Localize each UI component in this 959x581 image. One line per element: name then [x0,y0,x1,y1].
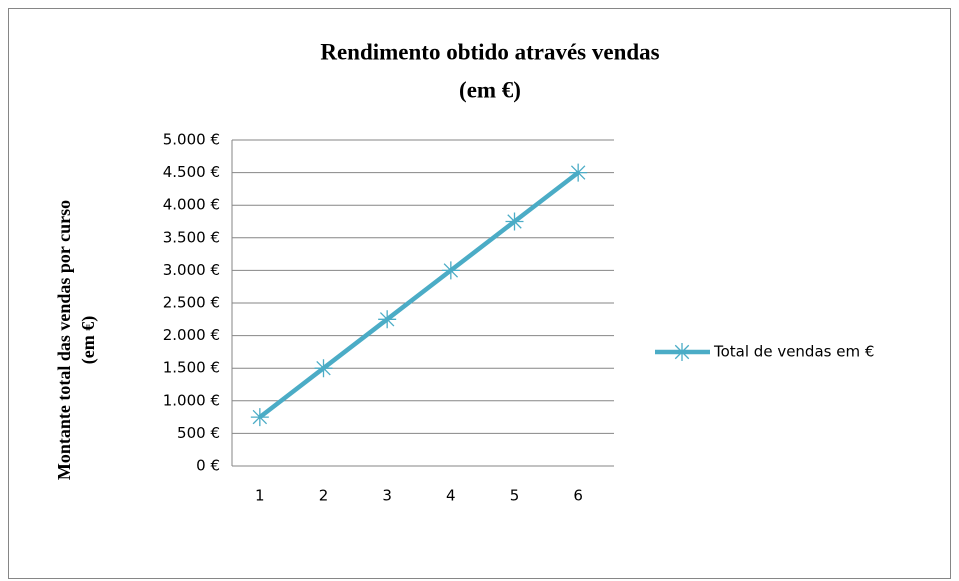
y-tick-label: 500 € [177,424,220,442]
chart-title: (em €) [459,77,521,102]
point-marker [314,359,333,378]
x-tick-label: 3 [382,487,392,505]
y-tick-label: 1.000 € [163,391,220,409]
x-tick-label: 4 [446,487,456,505]
series-line [258,170,580,419]
x-tick-label: 5 [510,487,520,505]
y-tick-label: 3.500 € [163,228,220,246]
point-marker [250,408,269,427]
y-tick-label: 4.000 € [163,196,220,214]
x-tick-label: 2 [319,487,329,505]
point-marker [441,261,460,280]
chart-frame [8,8,951,579]
y-tick-label: 5.000 € [163,131,220,149]
point-marker [378,310,397,329]
y-tick-label: 0 € [196,457,220,475]
y-tick-label: 2.500 € [163,294,220,312]
y-axis-label: Montante total das vendas por curso [54,200,74,480]
x-tick-label: 1 [255,487,265,505]
x-tick-label: 6 [573,487,583,505]
y-tick-label: 3.000 € [163,261,220,279]
y-tick-label: 4.500 € [163,163,220,181]
y-tick-label: 1.500 € [163,359,220,377]
chart-title: Rendimento obtido através vendas [320,39,659,64]
point-marker [505,212,524,231]
y-axis-label: (em €) [78,316,99,364]
point-marker [569,163,588,182]
legend-marker [673,343,691,361]
y-tick-label: 2.000 € [163,326,220,344]
legend-label: Total de vendas em € [713,343,874,361]
